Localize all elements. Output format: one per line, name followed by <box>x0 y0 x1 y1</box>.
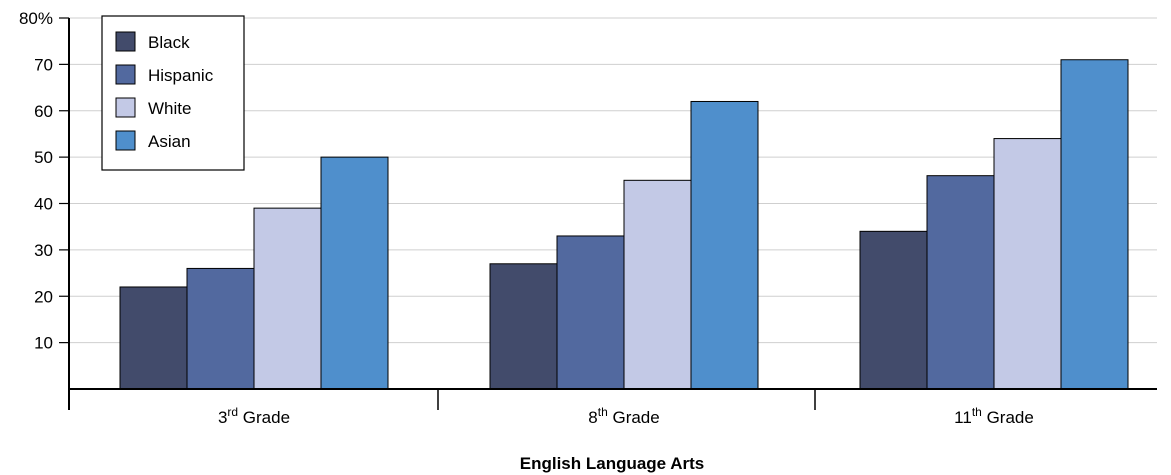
bar-white-0 <box>253 207 322 390</box>
legend-swatch-black <box>115 31 136 52</box>
bar-hispanic-0 <box>186 267 255 390</box>
x-category-label: 11th Grade <box>954 405 1034 427</box>
y-tick-label: 60 <box>34 102 53 121</box>
y-tick-label: 80% <box>19 9 53 28</box>
x-axis-title: English Language Arts <box>520 454 705 473</box>
y-tick-label: 10 <box>34 334 53 353</box>
bar-black-2 <box>859 230 928 390</box>
legend-label-hispanic: Hispanic <box>148 66 214 85</box>
legend-swatch-asian <box>115 130 136 151</box>
legend-swatch-hispanic <box>115 64 136 85</box>
y-tick-label: 40 <box>34 195 53 214</box>
legend-label-white: White <box>148 99 191 118</box>
axes <box>68 18 1157 410</box>
x-axis-categories: 3rd Grade 8th Grade 11th Grade <box>218 405 1034 427</box>
bar-white-1 <box>623 179 692 390</box>
y-tick-label: 30 <box>34 241 53 260</box>
x-category-label: 8th Grade <box>588 405 659 427</box>
bar-black-1 <box>489 263 558 390</box>
legend-label-asian: Asian <box>148 132 191 151</box>
x-category-label: 3rd Grade <box>218 405 290 427</box>
y-tick-label: 50 <box>34 148 53 167</box>
bars <box>119 59 1129 390</box>
y-tick-label: 20 <box>34 287 53 306</box>
bar-black-0 <box>119 286 188 390</box>
legend-swatch-white <box>115 97 136 118</box>
bar-hispanic-1 <box>556 235 625 390</box>
bar-asian-0 <box>320 156 389 390</box>
legend-label-black: Black <box>148 33 190 52</box>
y-tick-label: 70 <box>34 55 53 74</box>
y-axis-ticks: 10 20 30 40 50 60 70 80% <box>19 9 69 353</box>
bar-white-2 <box>993 138 1062 390</box>
legend: Black Hispanic White Asian <box>101 15 245 171</box>
bar-asian-1 <box>690 100 759 390</box>
bar-asian-2 <box>1060 59 1129 390</box>
bar-hispanic-2 <box>926 175 995 390</box>
